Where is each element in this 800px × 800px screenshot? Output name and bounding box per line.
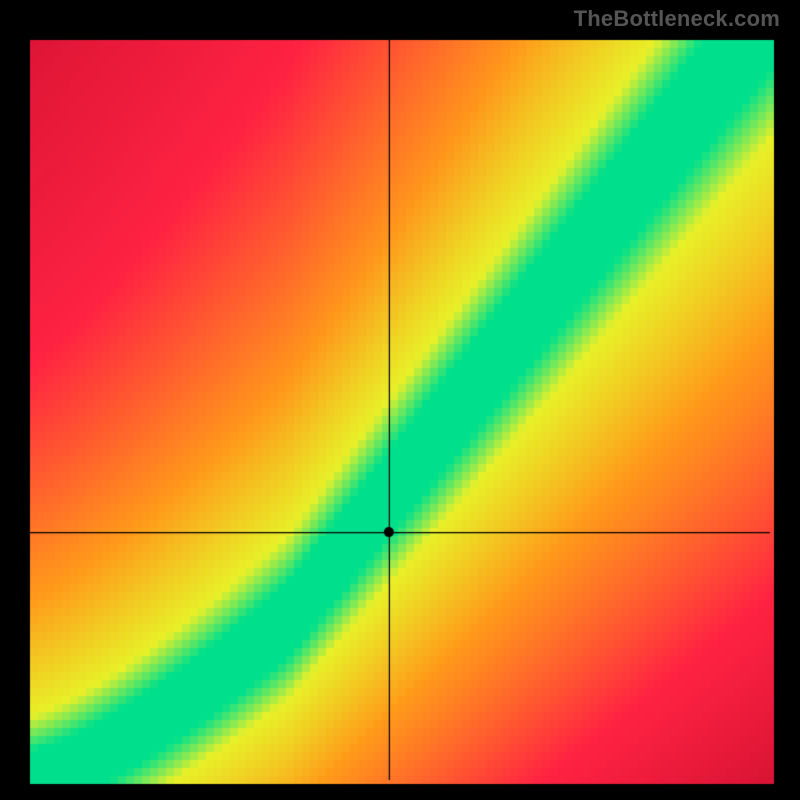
bottleneck-heatmap — [0, 0, 800, 800]
chart-container: TheBottleneck.com — [0, 0, 800, 800]
watermark-text: TheBottleneck.com — [574, 6, 780, 32]
